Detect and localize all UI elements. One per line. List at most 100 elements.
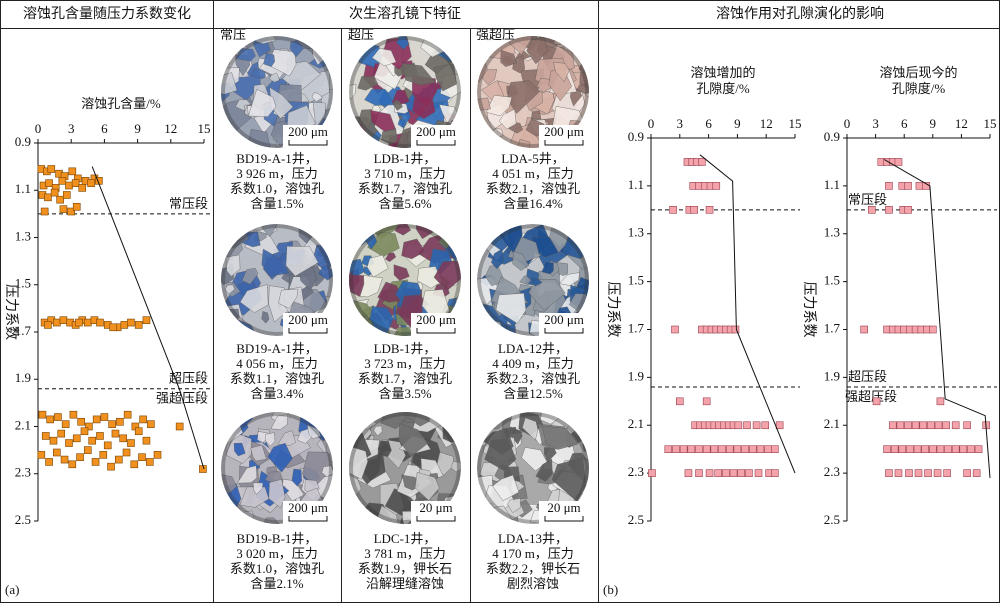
grain <box>397 119 406 128</box>
x-axis-title: 溶蚀孔含量/% <box>81 96 161 111</box>
caption-line: LDC-1井， <box>374 531 437 546</box>
caption-line: 系数2.2，钾长石 <box>486 561 580 576</box>
grain <box>248 88 277 117</box>
micrograph-vignette <box>349 224 461 336</box>
data-point <box>921 445 929 453</box>
caption-line: BD19-A-1井， <box>236 151 318 166</box>
y-tick-label: 1.1 <box>15 181 31 196</box>
grain <box>285 246 319 277</box>
data-point <box>672 445 680 453</box>
scale-bar <box>544 328 584 334</box>
y-tick-label: 1.7 <box>15 323 32 338</box>
data-point <box>972 469 981 477</box>
grain <box>366 254 389 278</box>
y-tick-label: 1.5 <box>15 276 31 291</box>
data-point <box>134 427 143 436</box>
caption-line: 系数1.7，溶蚀孔 <box>358 371 452 386</box>
trend-line <box>91 166 205 470</box>
grain <box>375 505 399 524</box>
data-point <box>714 469 723 477</box>
x-axis-title: 溶蚀后现今的 <box>879 65 957 80</box>
scale-label: 200 μm <box>288 312 328 327</box>
data-point <box>761 421 770 430</box>
data-point <box>59 316 68 324</box>
data-point <box>722 469 730 477</box>
grain <box>512 250 529 271</box>
grain <box>414 472 440 501</box>
grain <box>269 72 280 83</box>
y-tick-label: 1.9 <box>15 370 31 385</box>
data-point <box>109 323 118 332</box>
grain <box>262 517 280 524</box>
data-point <box>911 421 920 430</box>
zone-label: 超压段 <box>848 369 887 384</box>
data-point <box>942 421 950 430</box>
grain <box>314 224 333 238</box>
data-point <box>963 469 971 477</box>
y-tick-label: 0.9 <box>628 129 644 144</box>
micrograph-vignette <box>477 412 589 524</box>
x-tick-label: 9 <box>930 116 937 131</box>
data-point <box>928 325 937 334</box>
scale-label: 200 μm <box>288 124 328 139</box>
grain <box>311 92 324 103</box>
grain <box>576 84 589 95</box>
grain <box>510 428 523 445</box>
zone-label: 常压段 <box>848 192 887 207</box>
data-point <box>894 469 903 477</box>
grain <box>349 274 365 297</box>
y-tick-label: 1.9 <box>628 368 644 383</box>
grain <box>235 47 256 62</box>
data-point <box>687 445 696 453</box>
data-point <box>731 325 740 334</box>
scale-label: 200 μm <box>288 500 328 515</box>
grain <box>396 36 409 50</box>
grain <box>417 266 443 289</box>
grain <box>349 316 370 336</box>
y-tick-label: 2.3 <box>15 465 31 480</box>
zone-label: 超压段 <box>169 371 208 386</box>
panel-header: 溶蚀作用对孔隙演化的影响 <box>716 6 884 22</box>
data-point <box>872 397 881 406</box>
data-point <box>718 445 726 453</box>
caption-line: LDA-12井， <box>498 341 568 356</box>
grain <box>349 316 372 336</box>
grain <box>236 465 258 484</box>
data-point <box>919 421 928 430</box>
y-tick-label: 2.1 <box>824 416 840 431</box>
caption-line: LDA-5井， <box>501 151 565 166</box>
caption-line: 含量5.6% <box>378 196 431 211</box>
grain <box>498 108 517 130</box>
grain <box>559 272 580 286</box>
data-point <box>748 445 757 453</box>
data-point <box>698 158 706 166</box>
grain <box>315 224 333 235</box>
micrograph-vignette <box>349 412 461 524</box>
zone-label: 常压段 <box>169 196 208 211</box>
grain <box>495 292 527 324</box>
zone-label: 强超压段 <box>845 389 897 404</box>
x-tick-label: 0 <box>648 116 655 131</box>
data-point <box>53 318 61 327</box>
grain <box>327 36 333 48</box>
grain <box>531 277 543 287</box>
data-point <box>119 434 128 443</box>
y-axis-title: 压力系数 <box>801 282 817 338</box>
grain <box>371 48 397 67</box>
grain <box>277 430 296 446</box>
data-point <box>123 410 132 419</box>
data-point <box>702 445 711 453</box>
data-point <box>885 469 893 477</box>
data-point <box>883 445 891 453</box>
data-point <box>710 445 719 453</box>
data-point <box>96 432 104 440</box>
y-tick-label: 2.1 <box>15 417 31 432</box>
scale-label: 200 μm <box>544 124 584 139</box>
grain <box>349 416 361 433</box>
data-point <box>669 206 677 214</box>
scale-label: 200 μm <box>416 312 456 327</box>
y-tick-label: 1.9 <box>824 368 840 383</box>
caption-line: 含量1.5% <box>250 196 303 211</box>
grain <box>233 442 246 457</box>
caption-line: LDB-1井， <box>374 151 437 166</box>
